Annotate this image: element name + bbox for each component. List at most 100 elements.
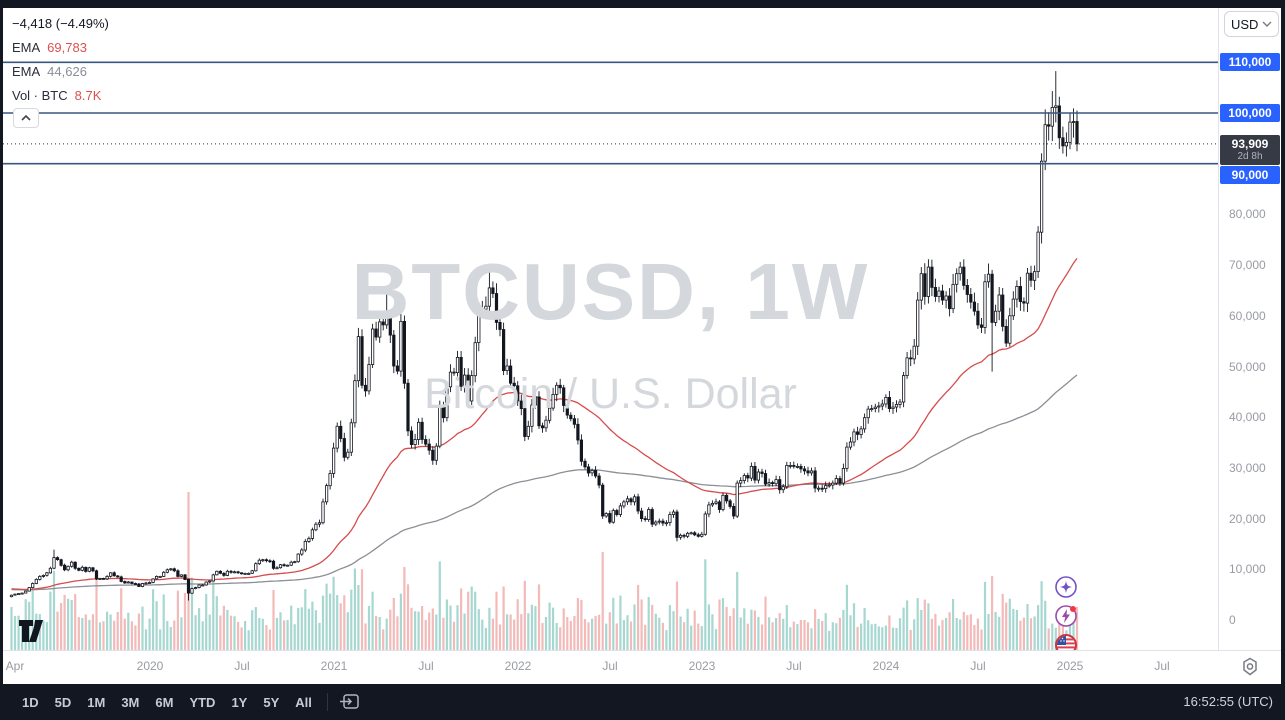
volume-bar bbox=[888, 615, 891, 650]
candle-body bbox=[746, 475, 750, 479]
volume-bar bbox=[704, 559, 707, 650]
candle-body bbox=[285, 564, 290, 567]
volume-bar bbox=[134, 625, 137, 650]
indicator-row[interactable]: Vol · BTC 8.7K bbox=[12, 84, 109, 108]
candle-body bbox=[324, 485, 329, 503]
time-axis[interactable]: Apr 2020 Jul 2021 Jul 2022 Jul 2023 Jul 2024 Jul 20… bbox=[3, 650, 1281, 684]
volume-bar bbox=[205, 593, 208, 650]
last-price-label: 93,909 2d 8h bbox=[1220, 135, 1280, 165]
candle-body bbox=[126, 581, 130, 584]
candle-body bbox=[261, 559, 265, 562]
candle-body bbox=[569, 414, 573, 420]
candle-body bbox=[820, 487, 824, 490]
session-clock[interactable]: 16:52:55 (UTC) bbox=[1183, 694, 1273, 709]
candle-body bbox=[123, 581, 127, 584]
candle-body bbox=[1054, 105, 1058, 108]
candle-body bbox=[806, 470, 810, 474]
candle-body bbox=[1008, 315, 1012, 344]
price-chart-svg[interactable] bbox=[3, 8, 1218, 650]
volume-bar bbox=[863, 608, 866, 650]
volume-bar bbox=[622, 620, 625, 650]
candle-body bbox=[1004, 325, 1008, 344]
candle-body bbox=[275, 567, 279, 570]
volume-bar bbox=[67, 598, 70, 650]
lightning-icon bbox=[1055, 605, 1077, 627]
volume-bar bbox=[460, 588, 463, 650]
candle-body bbox=[392, 334, 396, 367]
volume-bar bbox=[502, 586, 505, 650]
volume-bar bbox=[952, 599, 955, 650]
candle-body bbox=[91, 567, 95, 572]
volume-bar bbox=[959, 619, 962, 650]
candle-body bbox=[133, 583, 137, 585]
range-button-6m[interactable]: 6M bbox=[147, 691, 181, 714]
candle-body bbox=[172, 568, 176, 572]
sparkle-ai-button[interactable] bbox=[1054, 575, 1078, 599]
alerts-button[interactable] bbox=[1054, 604, 1078, 628]
price-axis[interactable]: USD 0 10,000 20,000 30,000 40,000 50,000 60,00… bbox=[1218, 8, 1281, 650]
candle-body bbox=[760, 471, 764, 474]
legend-collapse-button[interactable] bbox=[13, 108, 39, 128]
range-button-5d[interactable]: 5D bbox=[47, 691, 80, 714]
candle-body bbox=[109, 572, 113, 577]
candle-body bbox=[59, 559, 63, 566]
volume-bar bbox=[895, 628, 898, 650]
candle-body bbox=[955, 273, 959, 285]
candle-body bbox=[473, 342, 477, 377]
volume-bar bbox=[488, 607, 491, 650]
candle-body bbox=[551, 393, 555, 409]
range-button-ytd[interactable]: YTD bbox=[181, 691, 223, 714]
candle-body bbox=[689, 532, 693, 535]
range-button-3m[interactable]: 3M bbox=[113, 691, 147, 714]
candle-body bbox=[452, 371, 456, 374]
volume-bar bbox=[212, 576, 215, 650]
candle-body bbox=[480, 308, 484, 312]
tradingview-logo-icon[interactable] bbox=[18, 618, 52, 644]
volume-bar bbox=[1044, 600, 1047, 650]
range-button-1d[interactable]: 1D bbox=[14, 691, 47, 714]
volume-bar bbox=[336, 595, 339, 650]
candle-body bbox=[268, 560, 272, 563]
volume-bar bbox=[183, 593, 187, 650]
currency-selector[interactable]: USD bbox=[1224, 11, 1279, 37]
candle-body bbox=[186, 579, 191, 594]
go-to-date-button[interactable] bbox=[335, 689, 365, 716]
range-button-1y[interactable]: 1Y bbox=[223, 691, 255, 714]
candle-body bbox=[402, 320, 407, 384]
volume-bar bbox=[513, 619, 516, 650]
candle-body bbox=[282, 564, 286, 567]
economic-events-button[interactable] bbox=[1054, 633, 1078, 650]
indicator-row[interactable]: EMA 44,626 bbox=[12, 60, 109, 84]
volume-bar bbox=[10, 607, 13, 650]
candle-body bbox=[147, 582, 152, 584]
range-button-all[interactable]: All bbox=[287, 691, 320, 714]
volume-bar bbox=[867, 620, 870, 650]
volume-bar bbox=[675, 581, 679, 650]
candle-body bbox=[52, 557, 56, 569]
volume-bar bbox=[679, 616, 682, 650]
volume-bar bbox=[339, 603, 342, 650]
candle-body bbox=[154, 576, 159, 580]
volume-bar bbox=[814, 609, 817, 650]
volume-bar bbox=[831, 622, 834, 650]
volume-bar bbox=[148, 618, 151, 650]
candle-body bbox=[838, 478, 842, 484]
candle-body bbox=[378, 321, 382, 338]
volume-bar bbox=[155, 601, 158, 650]
candle-body bbox=[817, 487, 821, 490]
bottom-toolbar: 1D 5D 1M 3M 6M YTD 1Y 5Y All 16:52:55 (UTC) bbox=[0, 684, 1285, 720]
indicator-row[interactable]: EMA 69,783 bbox=[12, 36, 109, 60]
candle-body bbox=[965, 284, 969, 295]
candle-body bbox=[278, 564, 283, 569]
range-button-5y[interactable]: 5Y bbox=[255, 691, 287, 714]
timezone-settings-button[interactable] bbox=[1238, 656, 1262, 680]
range-button-1m[interactable]: 1M bbox=[79, 691, 113, 714]
volume-bar bbox=[629, 621, 633, 650]
chart-canvas-area[interactable]: BTCUSD, 1W Bitcoin / U.S. Dollar −4,418 … bbox=[3, 8, 1218, 650]
candle-body bbox=[859, 428, 863, 435]
volume-bar bbox=[272, 590, 275, 650]
volume-bar bbox=[481, 619, 484, 650]
candle-body bbox=[997, 294, 1001, 312]
volume-bar bbox=[283, 620, 286, 650]
candle-body bbox=[979, 324, 984, 328]
